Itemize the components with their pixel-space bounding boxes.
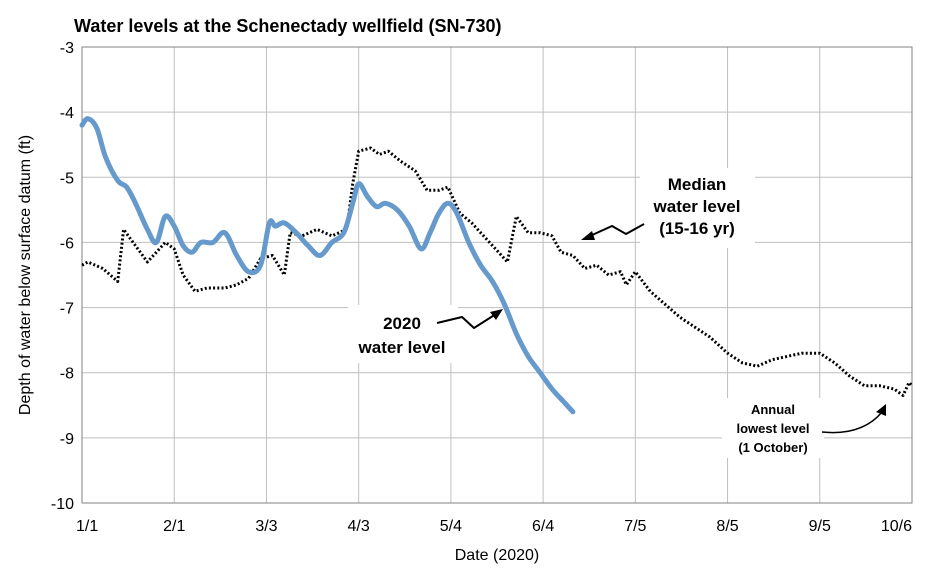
- annotation-lowest-line3: (1 October): [738, 440, 807, 455]
- annotation-median-line3: (15-16 yr): [659, 219, 735, 238]
- x-tick-label: 10/6: [881, 518, 912, 535]
- x-tick-label: 1/1: [76, 518, 98, 535]
- x-tick-label: 9/5: [809, 518, 831, 535]
- y-tick-label: -10: [51, 496, 74, 513]
- annotation-2020-line1: 2020: [383, 314, 421, 333]
- annotation-2020-arrowhead: [490, 309, 503, 320]
- y-axis-label: Depth of water below surface datum (ft): [17, 135, 34, 415]
- x-tick-label: 8/5: [716, 518, 738, 535]
- annotation-median-arrow: [589, 223, 645, 237]
- y-tick-label: -6: [60, 235, 74, 252]
- annotation-median-line2: water level: [653, 197, 741, 216]
- annotation-lowest-line2: lowest level: [737, 421, 810, 436]
- x-tick-label: 5/4: [440, 518, 462, 535]
- annotation-median-box: [640, 168, 755, 248]
- x-axis-label: Date (2020): [455, 547, 540, 564]
- y-tick-label: -5: [60, 170, 74, 187]
- annotation-lowest-line1: Annual: [751, 402, 795, 417]
- annotation-lowest-box: [722, 398, 824, 458]
- annotation-lowest: Annual lowest level (1 October): [722, 398, 886, 458]
- annotation-2020-arrow: [436, 313, 497, 330]
- x-tick-label: 7/5: [624, 518, 646, 535]
- annotation-lowest-arrow: [821, 411, 883, 434]
- series-median-water-level: [81, 146, 914, 397]
- y-tick-label: -9: [60, 431, 74, 448]
- plot-area-border: [81, 46, 913, 504]
- series-layer: [79, 116, 914, 415]
- annotation-2020-line2: water level: [358, 338, 446, 357]
- y-tick-label: -7: [60, 301, 74, 318]
- annotation-median-line1: Median: [668, 175, 727, 194]
- annotation-2020: 2020 water level: [348, 305, 503, 363]
- x-tick-label: 4/3: [348, 518, 370, 535]
- y-tick-labels: -3 -4 -5 -6 -7 -8 -9 -10: [51, 40, 74, 513]
- x-tick-labels: 1/1 2/1 3/3 4/3 5/4 6/4 7/5 8/5 9/5 10/6: [76, 518, 912, 535]
- chart-title: Water levels at the Schenectady wellfiel…: [74, 16, 501, 36]
- x-tick-label: 3/3: [255, 518, 277, 535]
- x-tick-label: 6/4: [532, 518, 554, 535]
- y-tick-label: -8: [60, 366, 74, 383]
- annotation-lowest-arrowhead: [876, 404, 886, 416]
- y-tick-label: -4: [60, 105, 74, 122]
- annotation-2020-box: [348, 305, 458, 363]
- annotation-median-arrowhead: [581, 231, 595, 240]
- series-2020-water-level: [79, 116, 576, 415]
- y-tick-label: -3: [60, 40, 74, 57]
- annotation-median: Median water level (15-16 yr): [581, 168, 755, 248]
- x-tick-label: 2/1: [163, 518, 185, 535]
